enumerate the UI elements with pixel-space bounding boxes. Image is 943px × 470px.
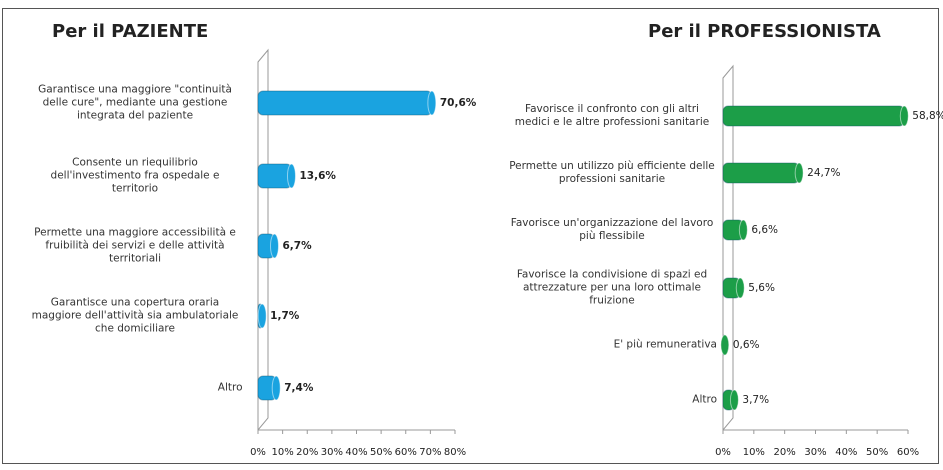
bar (722, 162, 800, 184)
x-tick-label: 30% (804, 447, 826, 458)
bar-cap (286, 163, 296, 189)
x-tick-label: 50% (370, 447, 392, 458)
frame (2, 8, 939, 464)
category-label: Garantisce una copertura oraria maggiore… (31, 296, 239, 335)
value-label: 24,7% (807, 167, 840, 179)
x-tick-label: 20% (774, 447, 796, 458)
bar-cap (729, 389, 739, 411)
chart-title: Per il PROFESSIONISTA (648, 21, 881, 42)
bar-cap (794, 162, 804, 184)
category-label: Altro (217, 381, 243, 394)
x-tick-label: 30% (321, 447, 343, 458)
x-tick-label: 0% (715, 447, 731, 458)
x-tick-label: 50% (866, 447, 888, 458)
category-label: Favorisce il confronto con gli altri med… (514, 103, 710, 128)
value-label: 13,6% (299, 170, 336, 182)
x-tick-label: 10% (272, 447, 294, 458)
category-label: Garantisce una maggiore "continuità dell… (38, 83, 232, 122)
wall (257, 48, 269, 432)
wall (722, 64, 734, 432)
value-label: 6,6% (751, 224, 778, 236)
bar-cap (269, 233, 279, 259)
category-label: Permette una maggiore accessibilità e fr… (34, 226, 236, 265)
x-tick-label: 10% (743, 447, 765, 458)
category-label: Favorisce un'organizzazione del lavoro p… (510, 217, 714, 242)
category-label: Permette un utilizzo più efficiente dell… (509, 160, 715, 185)
x-tick-label: 40% (345, 447, 367, 458)
value-label: 3,7% (742, 394, 769, 406)
category-label: Consente un riequilibrio dell'investimen… (50, 156, 220, 195)
bar (257, 90, 433, 116)
x-tick-label: 60% (395, 447, 417, 458)
value-label: 7,4% (284, 382, 314, 394)
bar-cap (735, 277, 745, 299)
value-label: 5,6% (748, 282, 775, 294)
bar (722, 105, 905, 127)
x-tick-label: 20% (296, 447, 318, 458)
bar-cap (738, 219, 748, 241)
bar (257, 163, 292, 189)
bar-cap (257, 303, 267, 329)
x-tick-label: 60% (897, 447, 919, 458)
x-tick-label: 70% (419, 447, 441, 458)
value-label: 58,8% (912, 110, 943, 122)
category-label: Altro (692, 393, 717, 406)
value-label: 0,6% (733, 339, 760, 351)
value-label: 70,6% (440, 97, 477, 109)
x-tick-label: 80% (444, 447, 466, 458)
bar-cap (899, 105, 909, 127)
value-label: 1,7% (270, 310, 300, 322)
bar-cap (271, 375, 281, 401)
bar-cap (720, 334, 730, 356)
category-label: E' più remunerativa (613, 338, 717, 351)
x-tick-label: 0% (250, 447, 266, 458)
value-label: 6,7% (282, 240, 312, 252)
bar-cap (427, 90, 437, 116)
category-label: Favorisce la condivisione di spazi ed at… (516, 268, 708, 307)
x-tick-label: 40% (835, 447, 857, 458)
chart-title: Per il PAZIENTE (52, 21, 208, 42)
